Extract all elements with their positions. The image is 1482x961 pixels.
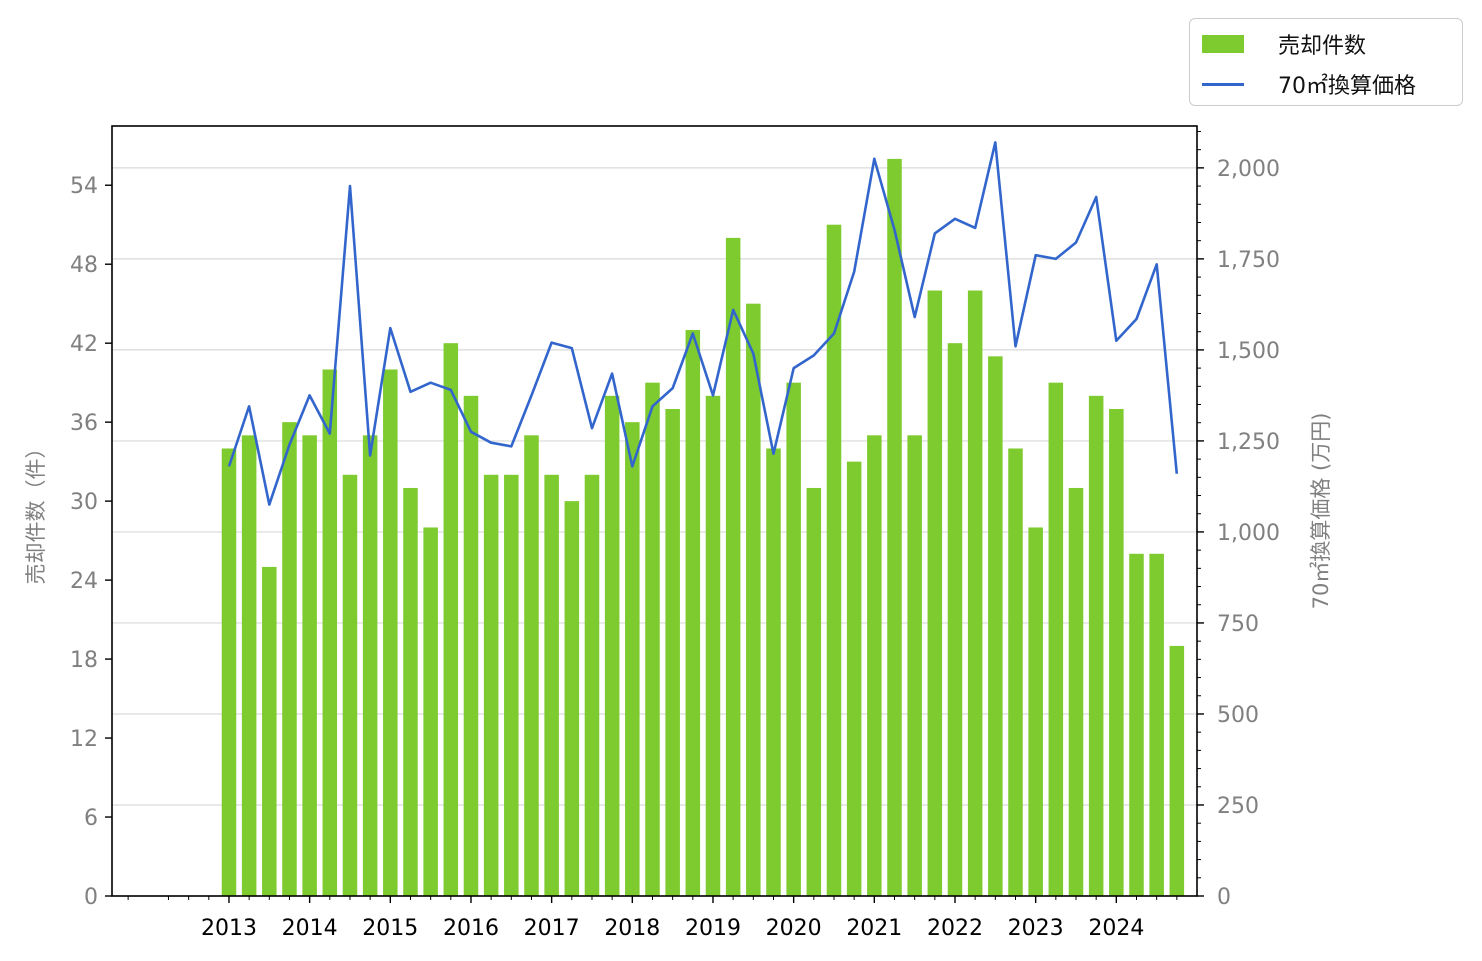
legend-item-sales-count: 売却件数	[1202, 29, 1366, 59]
right-axis-tick-label: 750	[1217, 612, 1259, 637]
left-axis-tick-label: 0	[84, 885, 98, 910]
right-axis-tick-label: 1,750	[1217, 248, 1280, 273]
bar	[564, 501, 580, 896]
bar	[1169, 645, 1185, 896]
bar	[1129, 553, 1144, 896]
bar	[645, 382, 660, 897]
x-axis-tick-label: 2016	[443, 916, 499, 941]
bar	[826, 224, 842, 896]
left-axis-tick-label: 24	[70, 569, 98, 594]
x-axis-tick-label: 2024	[1088, 916, 1144, 941]
right-axis-tick-label: 0	[1217, 885, 1231, 910]
bar	[1109, 408, 1124, 896]
bar	[1068, 487, 1084, 896]
bar	[625, 422, 640, 896]
bar	[887, 158, 902, 896]
x-axis-tick-label: 2022	[927, 916, 983, 941]
left-axis-tick-label: 48	[70, 253, 98, 278]
bar	[927, 290, 943, 896]
x-axis-tick-label: 2021	[846, 916, 902, 941]
bar	[403, 487, 418, 896]
bar	[947, 343, 963, 897]
bar	[705, 395, 721, 896]
left-axis-tick-label: 6	[84, 806, 98, 831]
right-axis-tick-label: 250	[1217, 794, 1259, 819]
bar	[383, 369, 398, 896]
legend-label-sales-count: 売却件数	[1278, 34, 1367, 59]
bar	[604, 395, 620, 896]
legend-swatch-line	[1202, 82, 1244, 86]
bar	[1028, 527, 1043, 896]
x-axis-tick-label: 2023	[1008, 916, 1064, 941]
legend-swatch-bar	[1202, 35, 1244, 53]
right-axis-tick-label: 1,000	[1217, 521, 1280, 546]
bar	[665, 408, 680, 896]
left-axis-title: 売却件数（件）	[24, 438, 48, 585]
bar	[806, 487, 822, 896]
legend-item-price: 70㎡換算価格	[1202, 69, 1416, 99]
right-axis-tick-label: 2,000	[1217, 157, 1280, 182]
left-axis-tick-label: 12	[70, 727, 98, 752]
bar	[282, 422, 297, 896]
x-axis-tick-label: 2015	[362, 916, 418, 941]
bar	[685, 330, 701, 896]
bar	[322, 369, 338, 896]
bar	[725, 237, 741, 896]
bar	[786, 382, 801, 897]
bar	[463, 395, 479, 896]
bar	[423, 527, 438, 896]
bar	[988, 356, 1003, 896]
bar	[262, 566, 277, 896]
bar	[544, 474, 559, 896]
left-axis-tick-label: 54	[70, 174, 98, 199]
bar	[1048, 382, 1064, 897]
left-axis-tick-label: 18	[70, 648, 98, 673]
bar	[483, 474, 499, 896]
bar	[504, 474, 519, 896]
bar	[302, 435, 317, 896]
bar	[342, 474, 358, 896]
bar	[443, 343, 459, 897]
left-axis-tick-label: 36	[70, 411, 98, 436]
axes: 0 6 12 18 24 30 36 42 48 54 0 250 500 750 1,000 1,250 1,…	[70, 130, 1280, 941]
bar	[362, 435, 378, 896]
bar	[1088, 395, 1104, 896]
x-axis-tick-label: 2014	[282, 916, 338, 941]
bar	[524, 435, 539, 896]
bar	[746, 303, 761, 896]
bar	[241, 435, 257, 896]
left-axis-tick-label: 42	[70, 332, 98, 357]
bar	[846, 461, 862, 896]
x-axis-tick-label: 2019	[685, 916, 741, 941]
legend: 売却件数 70㎡換算価格	[1189, 18, 1463, 106]
x-axis-tick-label: 2018	[604, 916, 660, 941]
price-line	[227, 141, 1179, 506]
right-axis-tick-label: 500	[1217, 703, 1259, 728]
x-axis-tick-label: 2020	[766, 916, 822, 941]
bar	[867, 435, 882, 896]
right-axis-tick-label: 1,250	[1217, 430, 1280, 455]
line-series-price	[227, 141, 1179, 506]
bar	[907, 435, 922, 896]
bar	[1149, 553, 1164, 896]
bar	[967, 290, 983, 896]
left-axis-tick-label: 30	[70, 490, 98, 515]
right-axis-title: 70㎡換算価格 (万円)	[1309, 413, 1333, 610]
legend-label-price: 70㎡換算価格	[1278, 74, 1416, 99]
bar-series-sales-count	[221, 158, 1185, 897]
bar	[766, 448, 781, 896]
bar	[584, 474, 600, 896]
right-axis-tick-label: 1,500	[1217, 339, 1280, 364]
bar	[1008, 448, 1023, 896]
x-axis-tick-label: 2013	[201, 916, 257, 941]
bar	[221, 448, 237, 896]
plot-frame	[111, 125, 1198, 897]
x-axis-tick-label: 2017	[524, 916, 580, 941]
